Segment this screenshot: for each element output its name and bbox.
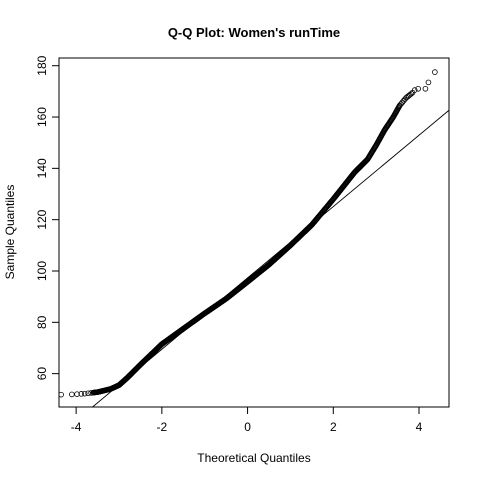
plot-border xyxy=(58,57,450,408)
x-tick-label: -4 xyxy=(71,420,82,434)
x-tick-label: 0 xyxy=(244,420,251,434)
data-point xyxy=(415,85,421,92)
data-point xyxy=(81,390,88,397)
plot-area xyxy=(59,69,449,407)
y-tick-label: 180 xyxy=(35,55,49,75)
x-tick-label: 2 xyxy=(330,420,337,434)
data-point xyxy=(425,79,432,86)
y-tick-label: 140 xyxy=(35,158,49,178)
data-point xyxy=(85,390,91,397)
y-tick-label: 80 xyxy=(35,315,49,329)
data-point xyxy=(69,391,75,398)
y-tick-label: 160 xyxy=(35,107,49,127)
data-point xyxy=(59,391,64,398)
data-point xyxy=(411,87,418,93)
y-tick-label: 60 xyxy=(35,367,49,381)
data-point xyxy=(78,391,85,397)
data-point xyxy=(422,85,429,92)
x-axis-label: Theoretical Quantiles xyxy=(197,451,310,465)
y-axis: 60 80 100 120 140 160 180 xyxy=(35,55,60,381)
data-point xyxy=(432,69,438,75)
y-tick-label: 120 xyxy=(35,209,49,229)
x-tick-label: 4 xyxy=(416,420,423,434)
data-point xyxy=(74,391,80,397)
x-tick-label: -2 xyxy=(157,420,168,434)
y-axis-label: Sample Quantiles xyxy=(3,185,17,280)
y-tick-label: 100 xyxy=(35,261,49,281)
x-axis: -4 -2 0 2 4 xyxy=(71,406,423,434)
sample-points xyxy=(59,69,438,398)
chart-title: Q-Q Plot: Women's runTime xyxy=(168,25,340,40)
data-point xyxy=(408,90,415,97)
